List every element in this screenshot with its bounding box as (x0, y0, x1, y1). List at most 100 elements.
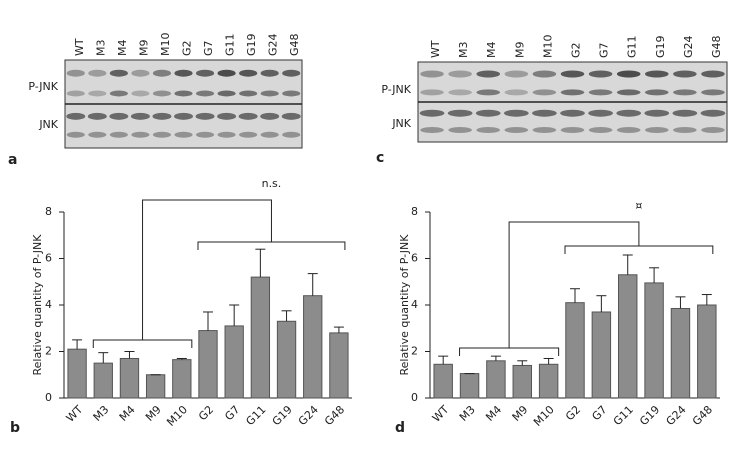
y-tick-label: 2 (45, 345, 52, 358)
blot-band (532, 127, 557, 133)
blot-band (88, 69, 107, 77)
bar (512, 364, 533, 399)
x-tick-label: G48 (322, 403, 347, 428)
bar (145, 374, 166, 399)
y-axis-label: Relative quantity of P-JNK (398, 234, 411, 376)
x-tick-label: G48 (690, 403, 715, 428)
bracket (142, 199, 272, 340)
blot-band (109, 131, 128, 138)
bar (67, 348, 87, 399)
blot-band (701, 127, 725, 133)
x-tick-label: G2 (196, 403, 216, 423)
blot-band (131, 69, 150, 77)
x-tick-label: M3 (91, 403, 112, 424)
panel-letter: b (10, 420, 20, 436)
error-bar (333, 326, 344, 333)
lane-label: M9 (137, 40, 150, 57)
x-tick-label: M9 (510, 403, 531, 424)
blot-band (420, 89, 444, 96)
blot-band (475, 109, 501, 117)
blot-band (588, 70, 613, 78)
bar (591, 311, 612, 399)
blot-band (174, 131, 193, 138)
error-bar (98, 352, 109, 364)
blot-band (260, 69, 279, 77)
error-bar (490, 355, 501, 361)
lane-label: M9 (513, 42, 526, 59)
panel-letter: d (395, 420, 405, 436)
blot-band (448, 127, 472, 133)
blot-band (88, 131, 107, 138)
lane-label: G24 (267, 33, 280, 56)
y-tick-label: 8 (45, 205, 52, 218)
blot-band (109, 112, 129, 120)
blot-band (560, 89, 585, 96)
bar (224, 325, 244, 399)
lane-label: G19 (654, 35, 667, 58)
error-bar (649, 267, 660, 283)
y-tick-label: 4 (45, 298, 52, 311)
error-bar (596, 295, 607, 312)
blot-band (66, 112, 86, 120)
blot-band (174, 112, 193, 120)
x-tick-label: G24 (296, 403, 321, 428)
lane-label: G48 (710, 35, 723, 58)
bracket (197, 241, 346, 250)
lane-label: WT (73, 38, 86, 56)
blot-band (260, 90, 279, 97)
blot-band (131, 90, 150, 97)
x-tick-label: G24 (664, 403, 689, 428)
lane-label: M10 (541, 35, 554, 59)
bar (618, 274, 638, 399)
bar (486, 360, 506, 399)
lane-label: G2 (181, 40, 194, 56)
blot-band (560, 127, 585, 133)
bar (172, 359, 192, 399)
blot-band (616, 127, 641, 133)
row-label: JNK (38, 118, 58, 131)
error-bar (622, 254, 633, 275)
panel-letter: a (8, 152, 17, 168)
x-tick-label: WT (64, 403, 86, 425)
blot-band (174, 90, 193, 97)
lane-label: G19 (245, 33, 258, 56)
blot-band (644, 89, 669, 96)
blot-band (195, 90, 215, 97)
blot-band (588, 127, 613, 133)
blot-band (616, 70, 641, 78)
annotation: ¤ (635, 199, 642, 212)
y-tick-label: 0 (411, 391, 418, 404)
bar (198, 330, 218, 399)
blot-band (420, 127, 444, 133)
bracket (92, 339, 193, 348)
y-tick-label: 0 (45, 391, 52, 404)
blot-band (217, 69, 236, 77)
blot-band (644, 109, 670, 117)
bracket (508, 221, 640, 348)
blot-band (217, 131, 236, 138)
blot-band (504, 127, 529, 133)
bar (329, 332, 349, 399)
lane-label: M3 (94, 40, 107, 57)
blot-band (88, 90, 107, 97)
lane-label: G2 (570, 42, 583, 58)
blot-band (532, 109, 557, 117)
lane-label: M4 (485, 42, 498, 59)
blot-band (130, 112, 150, 120)
blot-band (448, 89, 472, 96)
y-tick-label: 4 (411, 298, 418, 311)
blot-band (152, 131, 172, 138)
x-tick-label: G19 (637, 403, 662, 428)
error-bar (176, 357, 187, 360)
error-bar (570, 288, 580, 303)
lane-label: G11 (224, 33, 237, 56)
blot-band (476, 70, 501, 78)
blot-band (131, 131, 150, 138)
lane-label: M10 (159, 33, 172, 57)
blot-band (701, 89, 725, 96)
blot-band (616, 109, 642, 117)
bar (433, 363, 453, 399)
lane-label: WT (429, 40, 442, 58)
blot-band (238, 112, 258, 120)
x-tick-label: M4 (483, 403, 504, 424)
